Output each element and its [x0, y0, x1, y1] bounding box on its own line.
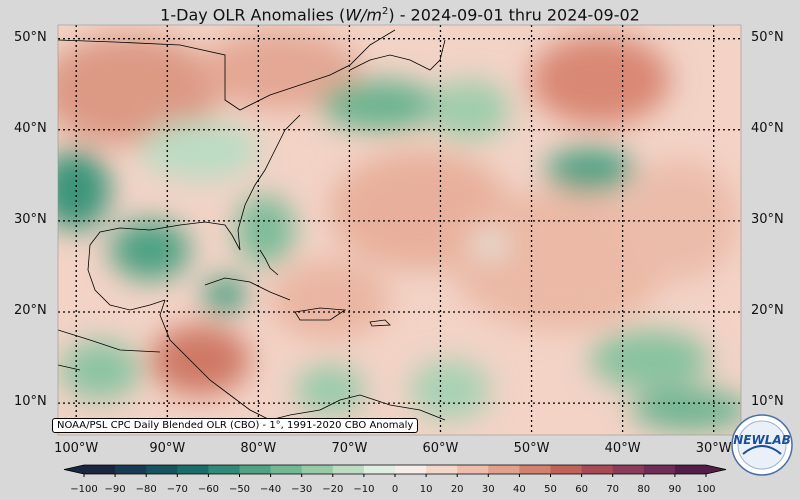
anomaly-field: [58, 25, 741, 435]
longitude-label: 80°W: [240, 441, 277, 456]
colorbar-segment: [208, 465, 240, 474]
colorbar-tick-label: 100: [696, 484, 716, 495]
colorbar-segment: [177, 465, 209, 474]
colorbar-segment: [457, 465, 489, 474]
colorbar-tick-label: −20: [322, 484, 344, 495]
colorbar-segment: [426, 465, 458, 474]
colorbar-tick-label: −40: [260, 484, 282, 495]
latitude-label: 40°N: [14, 120, 47, 136]
longitude-label: 30°W: [695, 441, 732, 456]
colorbar-tick-label: 0: [391, 484, 399, 495]
latitude-label: 50°N: [751, 29, 784, 45]
colorbar-tick-label: 10: [419, 484, 433, 495]
colorbar-tick-label: 90: [668, 484, 682, 495]
colorbar-tick-label: −50: [228, 484, 251, 495]
colorbar-max-arrow: [706, 465, 726, 474]
longitude-label: 40°W: [604, 441, 641, 456]
logo-text: NEWLAB: [733, 433, 791, 447]
colorbar-segment: [301, 465, 334, 474]
colorbar-segment: [270, 465, 303, 474]
colorbar-tick-label: −30: [291, 484, 313, 495]
latitude-label: 10°N: [14, 394, 47, 410]
colorbar-segment: [612, 465, 645, 474]
longitude-label: 100°W: [54, 441, 99, 456]
colorbar-segment: [332, 465, 365, 474]
colorbar-segment: [550, 465, 583, 474]
longitude-label: 70°W: [331, 441, 368, 456]
colorbar-tick-label: 50: [544, 484, 557, 495]
latitude-label: 50°N: [14, 29, 47, 45]
latitude-label: 20°N: [14, 303, 47, 318]
colorbar-tick-label: 60: [575, 484, 588, 495]
colorbar-tick-label: −100: [70, 484, 98, 495]
colorbar-tick-label: −70: [166, 484, 188, 495]
colorbar-tick-label: −90: [104, 484, 126, 495]
colorbar-segment: [84, 465, 116, 474]
colorbar-segment: [115, 465, 147, 474]
longitude-label: 90°W: [149, 441, 186, 456]
data-source-credit: NOAA/PSL CPC Daily Blended OLR (CBO) - 1…: [52, 418, 419, 433]
latitude-label: 30°N: [751, 211, 784, 227]
graticule: [58, 25, 741, 435]
colorbar-tick-label: 80: [637, 484, 651, 495]
map-title: 1-Day OLR Anomalies (W/m2) - 2024-09-01 …: [160, 5, 640, 25]
longitude-label: 60°W: [422, 441, 459, 456]
colorbar-tick-label: 30: [481, 484, 495, 495]
colorbar-segment: [363, 465, 396, 474]
colorbar-tick-label: 70: [606, 484, 620, 495]
latitude-label: 30°N: [14, 211, 47, 227]
colorbar: [63, 464, 727, 477]
colorbar-segment: [674, 465, 707, 474]
colorbar-tick-label: 40: [513, 484, 526, 495]
colorbar-segment: [488, 465, 520, 474]
longitude-label: 50°W: [513, 441, 550, 456]
latitude-label: 40°N: [751, 120, 784, 136]
colorbar-tick-label: −10: [353, 484, 375, 495]
colorbar-segment: [395, 465, 427, 474]
colorbar-segment: [239, 465, 272, 474]
colorbar-min-arrow: [64, 465, 84, 474]
latitude-label: 10°N: [751, 394, 784, 410]
latitude-label: 20°N: [751, 303, 784, 318]
colorbar-segment: [643, 465, 676, 474]
colorbar-tick-label: −60: [197, 484, 219, 495]
colorbar-tick-label: −80: [135, 484, 157, 495]
colorbar-segment: [519, 465, 551, 474]
noaa-logo-icon: [731, 414, 793, 476]
colorbar-segment: [146, 465, 178, 474]
colorbar-tick-label: 20: [450, 484, 464, 495]
colorbar-segment: [581, 465, 614, 474]
